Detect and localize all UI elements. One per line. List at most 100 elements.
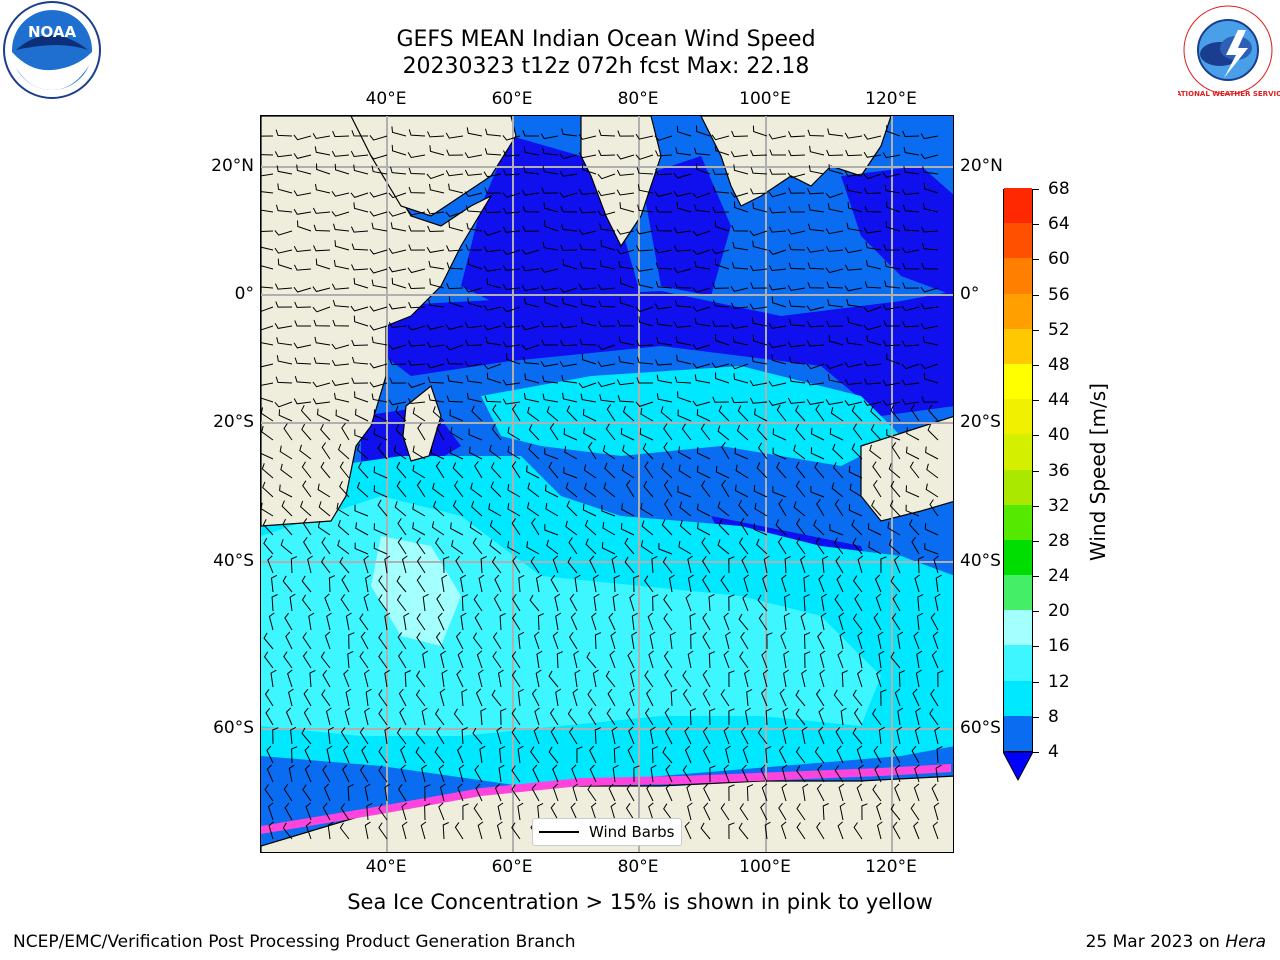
- wind-barb: [670, 689, 677, 707]
- wind-barb: [676, 125, 692, 137]
- wind-barb: [828, 164, 844, 175]
- wind-barb: [522, 225, 540, 232]
- wind-barb: [347, 784, 354, 802]
- wind-barb: [373, 523, 388, 536]
- wind-barb: [552, 555, 559, 574]
- wind-barb: [637, 184, 654, 194]
- wind-barb: [276, 165, 293, 175]
- wind-barb: [644, 461, 654, 479]
- wind-barb: [795, 689, 806, 707]
- wind-barb: [559, 287, 578, 293]
- wind-barb: [430, 447, 445, 460]
- wind-barb: [923, 182, 939, 194]
- wind-barb: [597, 190, 616, 197]
- wind-barb: [566, 500, 578, 517]
- wind-barb: [620, 427, 635, 441]
- wind-barb: [451, 539, 464, 555]
- map-panel: [260, 115, 954, 853]
- wind-barb: [302, 651, 312, 669]
- wind-barb: [412, 445, 426, 460]
- wind-barb: [484, 187, 502, 194]
- wind-barb: [808, 204, 825, 213]
- wind-barb: [903, 165, 920, 175]
- lon-label-bottom-80e: 80°E: [617, 857, 659, 877]
- wind-barb: [618, 355, 635, 365]
- wind-barb: [546, 406, 559, 422]
- wind-barb: [750, 167, 768, 175]
- wind-barb: [663, 594, 673, 612]
- wind-barb: [300, 405, 312, 422]
- wind-barb: [921, 242, 939, 251]
- wind-barb: [905, 485, 920, 498]
- wind-barb: [377, 499, 388, 517]
- wind-barb: [606, 708, 616, 726]
- wind-barb: [334, 240, 350, 251]
- wind-barb: [782, 707, 789, 726]
- wind-barb: [426, 208, 445, 215]
- wind-barb: [483, 305, 502, 311]
- wind-barb: [483, 363, 502, 370]
- wind-barb: [728, 594, 735, 612]
- wind-barb: [422, 650, 429, 669]
- wind-barb: [261, 382, 274, 386]
- wind-barb: [675, 147, 692, 156]
- wind-barb: [902, 130, 920, 138]
- wind-barb: [578, 382, 597, 389]
- wind-barb: [429, 145, 445, 156]
- wind-barb: [772, 447, 787, 460]
- wind-barb: [274, 151, 293, 158]
- wind-barb: [322, 669, 331, 688]
- wind-barb: [816, 783, 825, 802]
- wind-barb: [417, 422, 426, 441]
- wind-barb: [565, 520, 578, 536]
- colorbar-tickmark: [1033, 189, 1039, 190]
- colorbar-tick-label: 28: [1048, 530, 1070, 551]
- wind-barb: [728, 822, 735, 840]
- wind-barb: [428, 394, 445, 403]
- wind-barb: [537, 802, 544, 821]
- sea-ice-note: Sea Ice Concentration > 15% is shown in …: [347, 890, 933, 914]
- wind-barb: [550, 574, 559, 593]
- wind-barb: [477, 821, 484, 840]
- wind-barb: [469, 521, 483, 536]
- wind-barb: [283, 651, 293, 669]
- wind-barb: [624, 537, 635, 555]
- wind-barb: [408, 302, 426, 309]
- wind-barb: [446, 358, 464, 365]
- wind-barb: [408, 282, 426, 290]
- wind-barb: [465, 339, 483, 347]
- wind-barb: [768, 226, 787, 233]
- wind-barb: [817, 631, 825, 650]
- wind-barb: [401, 821, 408, 840]
- wind-barb: [388, 266, 407, 273]
- colorbar-tickmark: [1033, 646, 1039, 648]
- wind-barb: [282, 575, 293, 593]
- wind-barb: [605, 423, 616, 441]
- wind-barb: [694, 147, 711, 156]
- wind-barb: [532, 764, 540, 783]
- wind-barb: [616, 248, 635, 255]
- wind-barb: [911, 536, 920, 555]
- wind-barb: [923, 372, 939, 384]
- wind-barb: [564, 446, 578, 460]
- wind-barb: [408, 129, 426, 137]
- wind-barb: [407, 359, 426, 366]
- wind-barb: [628, 726, 635, 745]
- wind-barb: [784, 593, 791, 612]
- wind-barb: [909, 519, 920, 536]
- colorbar-tick-label: 44: [1048, 390, 1070, 411]
- wind-barb: [408, 244, 426, 251]
- land-india: [580, 116, 662, 248]
- wind-barb: [499, 745, 506, 764]
- wind-barb: [741, 555, 749, 574]
- wind-barb: [556, 651, 563, 669]
- wind-barb: [293, 134, 312, 141]
- wind-barb: [373, 428, 388, 441]
- wind-barb: [931, 650, 939, 669]
- wind-barb: [739, 518, 749, 536]
- wind-barb: [875, 593, 882, 612]
- wind-barb: [882, 172, 901, 178]
- wind-barb: [728, 708, 735, 726]
- wind-barb: [776, 461, 787, 479]
- wind-barb: [690, 632, 697, 650]
